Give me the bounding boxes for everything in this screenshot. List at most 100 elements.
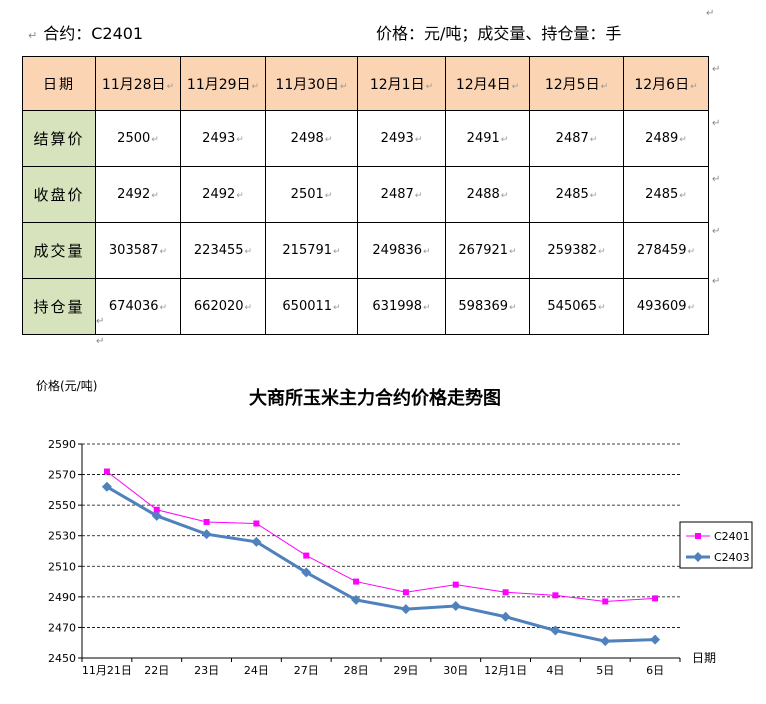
table-cell: 2487↵ [357,166,446,223]
table-cell: 2485↵ [623,166,709,223]
table-cell: 259382↵ [529,222,624,279]
x-tick-label: 23日 [194,664,219,677]
date-header: 12月4日↵ [445,56,530,111]
x-tick-label: 12月1日 [484,664,527,677]
table-cell: 215791↵ [265,222,358,279]
date-header: 12月5日↵ [529,56,624,111]
y-tick-label: 2510 [48,560,76,573]
x-axis-label: 日期 [692,651,716,665]
data-point-C2401 [353,578,360,585]
chart-legend: C2401 C2403 [679,521,753,569]
data-point-C2401 [452,581,459,588]
corner-cell: 日期 [22,56,96,111]
plot-area: 2450 2470 2490 2510 2530 2550 2570 2590 11月21日 22… [48,438,681,677]
y-tick-label: 2570 [48,469,76,482]
y-tick-label: 2490 [48,591,76,604]
row-label: 收盘价 [22,166,96,223]
date-header: 11月30日↵ [265,56,358,111]
table-cell: 2498↵ [265,110,358,167]
table-row: 收盘价 2492↵ 2492↵ 2501↵ 2487↵ 2488↵ 2485↵ … [22,166,709,223]
table-cell: 303587↵ [95,222,181,279]
x-tick-label: 24日 [244,664,269,677]
data-point-C2403 [650,634,661,645]
table-cell: 2493↵ [357,110,446,167]
row-label: 结算价 [22,110,96,167]
data-point-C2403 [500,611,511,622]
legend-label-C2403: C2403 [714,551,750,564]
data-point-C2403 [550,625,561,636]
series-line-C2401 [106,471,656,602]
data-point-C2401 [303,552,310,559]
paragraph-mark-icon: ↵ [712,226,721,237]
data-point-C2403 [351,594,362,605]
table-cell: 2501↵ [265,166,358,223]
x-tick-label: 5日 [596,664,614,677]
table-cell: 2500↵ [95,110,181,167]
table-cell: 2487↵ [529,110,624,167]
table-cell: 662020↵ [180,278,266,335]
paragraph-mark-icon: ↵ [96,336,105,347]
paragraph-mark-icon: ↵ [706,8,715,19]
paragraph-mark-icon: ↵ [712,276,721,287]
data-point-C2403 [400,604,411,615]
x-tick-label: 28日 [344,664,369,677]
data-point-C2401 [103,468,110,475]
data-point-C2401 [203,518,210,525]
legend-marker-C2403 [693,552,703,562]
table-cell: 598369↵ [445,278,530,335]
price-trend-chart: 价格(元/吨) 大商所玉米主力合约价格走势图 日期 2450 2470 2490 25… [36,378,753,677]
table-cell: 2492↵ [95,166,181,223]
y-tick-label: 2590 [48,438,76,451]
x-tick-label: 22日 [144,664,169,677]
contract-label: 合约：C2401 [43,24,144,43]
row-label: 持仓量 [22,278,96,335]
x-tick-label: 29日 [393,664,418,677]
date-header: 11月29日↵ [180,56,266,111]
table-row: 持仓量 674036↵ 662020↵ 650011↵ 631998↵ 5983… [22,278,709,335]
y-tick-label: 2470 [48,621,76,634]
series-line-C2403 [106,485,656,643]
table-cell: 650011↵ [265,278,358,335]
data-point-C2403 [301,567,312,578]
paragraph-mark-icon: ↵ [712,174,721,185]
paragraph-mark-icon: ↵ [28,29,38,42]
paragraph-mark-icon: ↵ [712,118,721,129]
date-header: 12月1日↵ [357,56,446,111]
table-row: 结算价 2500↵ 2493↵ 2498↵ 2493↵ 2491↵ 2487↵ … [22,110,709,167]
table-cell: 493609↵ [623,278,709,335]
header: ↵ 合约：C2401 价格：元/吨；成交量、持仓量：手 [0,18,766,43]
y-tick-label: 2550 [48,499,76,512]
legend-marker-C2401 [695,533,701,539]
data-point-C2401 [502,589,509,596]
table-header-row: 日期 11月28日↵ 11月29日↵ 11月30日↵ 12月1日↵ 12月4日↵… [22,56,709,111]
data-point-C2401 [552,592,559,599]
y-axis-label: 价格(元/吨) [36,378,97,393]
x-tick-label: 27日 [294,664,319,677]
table-row: 成交量 303587↵ 223455↵ 215791↵ 249836↵ 2679… [22,222,709,279]
table-cell: 2491↵ [445,110,530,167]
data-point-C2403 [450,601,461,612]
table-cell: 2488↵ [445,166,530,223]
table-cell: 631998↵ [357,278,446,335]
legend-box [679,521,753,569]
chart-title: 大商所玉米主力合约价格走势图 [249,387,501,409]
date-header: 12月6日↵ [623,56,709,111]
legend-label-C2401: C2401 [714,530,750,543]
price-table: 日期 11月28日↵ 11月29日↵ 11月30日↵ 12月1日↵ 12月4日↵… [22,56,709,335]
data-point-C2401 [602,598,609,605]
table-cell: 267921↵ [445,222,530,279]
table-cell: 2493↵ [180,110,266,167]
table-cell: 2492↵ [180,166,266,223]
data-point-C2401 [153,506,160,513]
data-point-C2403 [201,529,212,540]
data-point-C2401 [253,520,260,527]
x-tick-label: 6日 [646,664,664,677]
table-cell: 545065↵ [529,278,624,335]
table-cell: 249836↵ [357,222,446,279]
x-tick-label: 11月21日 [82,664,132,677]
table-cell: 2489↵ [623,110,709,167]
data-point-C2403 [151,510,162,521]
data-point-C2401 [652,595,659,602]
data-point-C2401 [402,589,409,596]
x-tick-label: 30日 [443,664,468,677]
